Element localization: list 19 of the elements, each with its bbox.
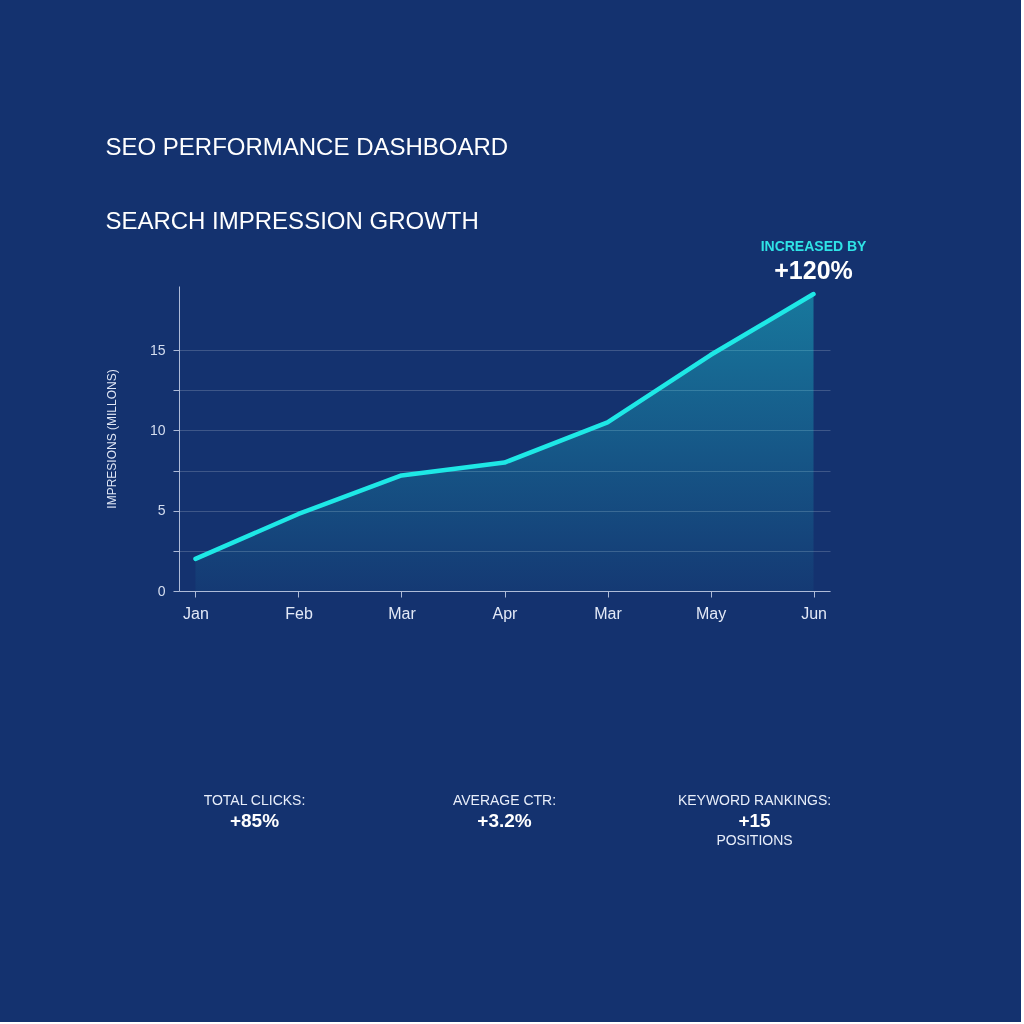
- y-tick-label: 10: [149, 421, 166, 438]
- x-tick-label: May: [695, 604, 727, 622]
- x-tick-label: Mar: [388, 604, 417, 622]
- y-tick-label: 0: [157, 582, 166, 599]
- chart-subtitle: SEARCH IMPRESSION GROWTH: [105, 207, 479, 235]
- x-tick-label: Mar: [594, 604, 623, 622]
- text: KEYWORD RANKINGS: +15 POSITIONS: [677, 792, 832, 848]
- x-tick-label: Apr: [492, 604, 519, 622]
- x-tick-label: Jun: [801, 604, 827, 622]
- annotation: +120%: [774, 256, 853, 285]
- y-tick-label: 5: [157, 502, 166, 519]
- text: TOTAL CLICKS: +85%: [203, 792, 306, 831]
- text: INCREASED BY: [760, 238, 868, 255]
- text: AVERAGE CTR: +3.2%: [452, 792, 557, 831]
- x-tick-label: Jan: [183, 604, 209, 622]
- y-axis-title: IMPRESIONS (MILLONS): [104, 369, 119, 509]
- y-tick-label: 15: [149, 341, 166, 358]
- x-tick-label: Feb: [285, 604, 313, 622]
- chart-title: SEO PERFORMANCE DASHBOARD: [105, 133, 509, 161]
